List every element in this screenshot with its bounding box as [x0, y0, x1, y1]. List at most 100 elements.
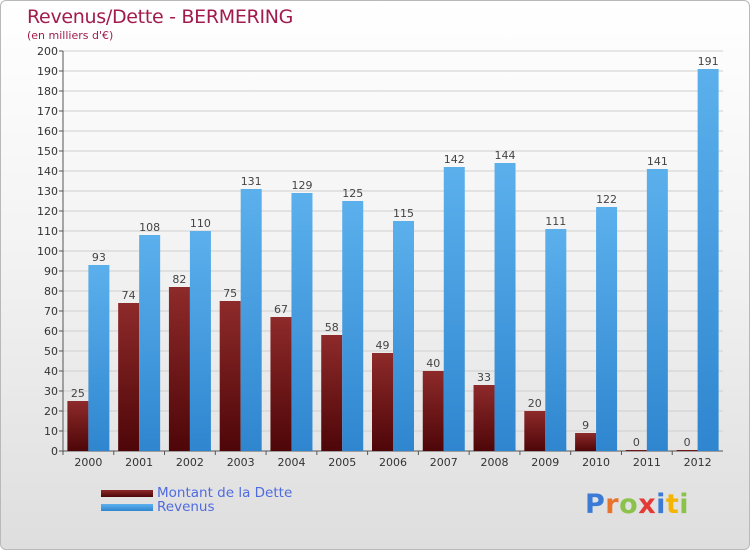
bar-dette [473, 385, 495, 451]
bar-revenus [393, 221, 414, 451]
data-label-revenus: 191 [698, 55, 719, 68]
legend-label-dette: Montant de la Dette [157, 485, 293, 501]
y-tick-label: 130 [37, 185, 58, 198]
bar-dette [676, 450, 698, 451]
y-tick-label: 170 [37, 105, 58, 118]
legend-swatch-revenus [101, 503, 153, 511]
y-tick-label: 30 [44, 385, 58, 398]
data-label-dette: 25 [71, 387, 85, 400]
x-tick-label: 2010 [582, 456, 610, 469]
bar-dette [270, 317, 292, 451]
data-label-revenus: 108 [139, 221, 160, 234]
bar-revenus [139, 235, 161, 451]
data-label-dette: 9 [582, 419, 589, 432]
bar-dette [118, 303, 140, 451]
data-label-dette: 0 [633, 436, 640, 449]
data-label-dette: 40 [426, 357, 440, 370]
axes: 0102030405060708090100110120130140150160… [37, 45, 723, 469]
x-tick-label: 2004 [277, 456, 305, 469]
legend: Montant de la Dette Revenus [101, 485, 293, 515]
bar-dette [168, 287, 190, 451]
data-label-dette: 82 [172, 273, 186, 286]
data-label-dette: 0 [684, 436, 691, 449]
bar-dette [422, 371, 444, 451]
data-label-revenus: 129 [291, 179, 312, 192]
bar-dette [67, 401, 89, 451]
bar-dette [575, 433, 597, 451]
data-label-dette: 74 [122, 289, 136, 302]
y-tick-label: 70 [44, 305, 58, 318]
data-label-dette: 58 [325, 321, 339, 334]
y-tick-label: 50 [44, 345, 58, 358]
bar-dette [625, 450, 647, 451]
data-label-revenus: 141 [647, 155, 668, 168]
y-tick-label: 190 [37, 65, 58, 78]
bar-revenus [88, 265, 110, 451]
y-tick-label: 150 [37, 145, 58, 158]
bar-dette [219, 301, 241, 451]
data-label-dette: 67 [274, 303, 288, 316]
logo-letter: i [656, 489, 666, 520]
y-tick-label: 140 [37, 165, 58, 178]
chart-title: Revenus/Dette - BERMERING [27, 6, 294, 28]
y-tick-label: 20 [44, 405, 58, 418]
logo-letter: r [605, 489, 620, 520]
x-tick-label: 2003 [227, 456, 255, 469]
data-label-revenus: 144 [495, 149, 516, 162]
data-label-dette: 33 [477, 371, 491, 384]
bar-revenus [494, 163, 516, 451]
bars [67, 69, 719, 451]
data-label-revenus: 111 [545, 215, 566, 228]
y-tick-label: 110 [37, 225, 58, 238]
x-tick-label: 2001 [125, 456, 153, 469]
y-tick-label: 0 [51, 445, 58, 458]
y-tick-label: 10 [44, 425, 58, 438]
bar-revenus [646, 169, 668, 451]
y-tick-label: 60 [44, 325, 58, 338]
x-tick-label: 2002 [176, 456, 204, 469]
data-label-dette: 49 [376, 339, 390, 352]
x-tick-label: 2008 [481, 456, 509, 469]
y-tick-label: 90 [44, 265, 58, 278]
x-tick-label: 2006 [379, 456, 407, 469]
bar-dette [524, 411, 546, 451]
data-label-revenus: 125 [342, 187, 363, 200]
logo-letter: o [619, 489, 639, 520]
bar-revenus [596, 207, 618, 451]
y-tick-label: 200 [37, 45, 58, 58]
data-label-revenus: 122 [596, 193, 617, 206]
bar-revenus [189, 231, 211, 451]
y-tick-label: 120 [37, 205, 58, 218]
data-label-revenus: 93 [92, 251, 106, 264]
bar-revenus [342, 201, 364, 451]
bar-revenus [697, 69, 719, 451]
logo-letter: t [665, 489, 680, 520]
bar-dette [321, 335, 343, 451]
data-label-revenus: 142 [444, 153, 465, 166]
x-tick-label: 2000 [74, 456, 102, 469]
bar-revenus [291, 193, 313, 451]
bar-revenus [545, 229, 567, 451]
legend-item-dette: Montant de la Dette [101, 485, 293, 501]
legend-item-revenus: Revenus [101, 499, 292, 515]
logo-letter: P [585, 489, 606, 520]
data-label-revenus: 110 [190, 217, 211, 230]
x-tick-label: 2009 [531, 456, 559, 469]
data-label-revenus: 115 [393, 207, 414, 220]
bar-dette [372, 353, 393, 451]
y-tick-label: 160 [37, 125, 58, 138]
legend-swatch-dette [101, 489, 153, 497]
x-tick-label: 2012 [684, 456, 712, 469]
proxiti-logo: Proxiti [585, 489, 689, 520]
logo-letter: i [679, 489, 690, 520]
x-tick-label: 2007 [430, 456, 458, 469]
y-tick-label: 100 [37, 245, 58, 258]
data-labels: 25 93 74 108 82 110 75 131 67 129 58 125 49 115 40 142 3… [71, 55, 719, 449]
y-tick-label: 80 [44, 285, 58, 298]
data-label-dette: 20 [528, 397, 542, 410]
bar-revenus [443, 167, 465, 451]
y-tick-label: 40 [44, 365, 58, 378]
x-tick-label: 2011 [633, 456, 661, 469]
